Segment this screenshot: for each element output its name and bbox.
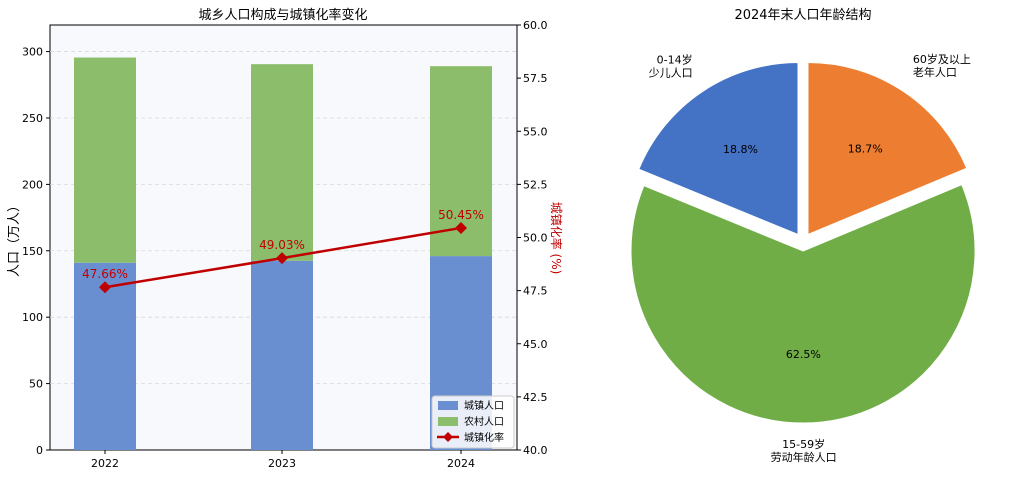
legend-swatch-urban <box>438 401 458 410</box>
y-tick-label: 0 <box>36 444 43 457</box>
y-tick-label: 300 <box>22 46 43 59</box>
y-tick-label: 150 <box>22 245 43 258</box>
pie-label-line2: 老年人口 <box>913 65 957 79</box>
x-tick-label: 2024 <box>447 457 475 470</box>
legend-marker-rate <box>443 432 453 442</box>
bar-rural <box>74 57 136 263</box>
legend-swatch-rural <box>438 417 458 426</box>
y2-tick-label: 40.0 <box>523 444 548 457</box>
y2-tick-label: 60.0 <box>523 19 548 32</box>
y2-tick-label: 47.5 <box>523 285 548 298</box>
pie-label-line1: 0-14岁 <box>657 52 693 66</box>
y-tick-label: 250 <box>22 112 43 125</box>
legend-label-rate: 城镇化率 <box>464 431 504 444</box>
y-tick-label: 50 <box>29 378 43 391</box>
pie-slice <box>630 184 976 424</box>
rate-label: 50.45% <box>438 208 484 222</box>
y-tick-label: 200 <box>22 178 43 191</box>
pie-pct-label: 62.5% <box>786 348 821 361</box>
y-tick-label: 100 <box>22 311 43 324</box>
x-tick-label: 2023 <box>268 457 296 470</box>
y2-tick-label: 57.5 <box>523 72 548 85</box>
pie-slice <box>807 62 968 236</box>
rate-label: 47.66% <box>82 267 128 281</box>
legend-label-rural: 农村人口 <box>464 415 504 428</box>
bar-urban <box>74 262 136 450</box>
legend-label-urban: 城镇人口 <box>464 399 504 412</box>
pie-label-line1: 60岁及以上 <box>913 52 971 66</box>
pie-label-line2: 劳动年龄人口 <box>771 450 837 464</box>
right-y-axis-label: 城镇化率 (%) <box>549 202 564 275</box>
pie-slice <box>638 62 799 236</box>
y2-tick-label: 52.5 <box>523 178 548 191</box>
y2-tick-label: 55.0 <box>523 125 548 138</box>
pie-pct-label: 18.7% <box>848 143 883 156</box>
pie-chart-title: 2024年末人口年龄结构 <box>734 8 871 23</box>
pie-label-line2: 少儿人口 <box>649 66 693 79</box>
pie-pct-label: 18.8% <box>723 143 758 156</box>
y2-tick-label: 50.0 <box>523 232 548 245</box>
bar-line-chart: 城乡人口构成与城镇化率变化 人口（万人） 城镇化率 (%) 0 50 100 150 2… <box>7 7 564 470</box>
rate-label: 49.03% <box>259 238 305 252</box>
bar-urban <box>251 260 313 450</box>
left-y-axis-label: 人口（万人） <box>7 199 22 277</box>
left-chart-title: 城乡人口构成与城镇化率变化 <box>198 7 367 23</box>
y2-tick-label: 42.5 <box>523 391 548 404</box>
bar-rural <box>251 64 313 261</box>
x-tick-label: 2022 <box>91 457 119 470</box>
pie-label-line1: 15-59岁 <box>782 437 825 451</box>
rate-point <box>276 252 288 265</box>
rate-point <box>99 281 111 294</box>
y2-tick-label: 45.0 <box>523 338 548 351</box>
rate-point <box>455 221 467 234</box>
